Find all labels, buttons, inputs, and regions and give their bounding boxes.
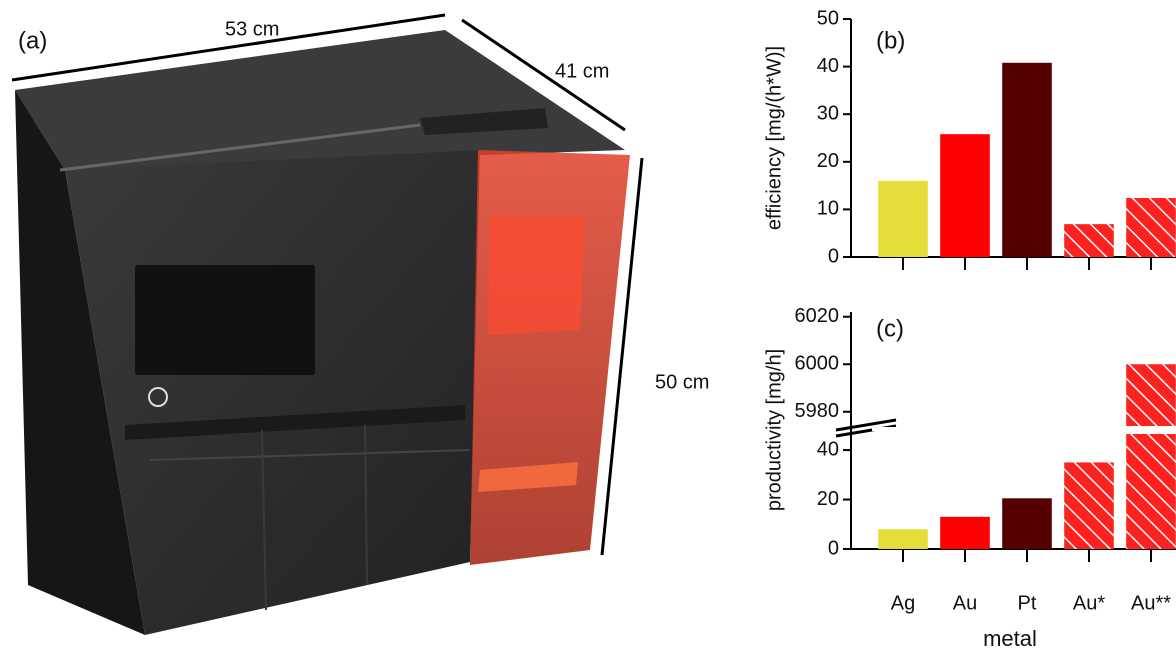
bar [1126,198,1176,257]
y-tick-label: 5980 [795,400,840,422]
y-tick-label: 40 [817,55,839,77]
break-gap [872,427,1176,431]
bar [1002,498,1052,549]
panel-label: (c) [876,315,904,342]
x-tick-label: Au** [1131,592,1171,614]
dimension-label: 41 cm [555,60,609,82]
page: (a) 53 cm 41 cm 50 cm 0 10 20 30 40 50 efficie… [0,0,1176,660]
screen [135,265,315,375]
y-tick-label: 50 [817,7,839,29]
x-axis-label: metal [983,626,1037,651]
bar [1064,462,1114,549]
bar [878,529,928,549]
y-tick-label: 10 [817,198,839,220]
bar [940,134,990,257]
dimension-label: 53 cm [225,18,279,40]
y-axis-label: productivity [mg/h] [763,349,785,511]
panel-label: (b) [876,27,905,54]
x-tick-label: Au [953,592,977,614]
y-tick-label: 0 [828,537,839,559]
panel-label: (a) [18,27,47,54]
bar [878,181,928,257]
y-axis-label: efficiency [mg/(h*W)] [763,46,785,230]
x-tick-label: Ag [891,592,915,614]
bar [1002,63,1052,257]
x-tick-label: Au* [1073,592,1105,614]
y-tick-label: 20 [817,488,839,510]
y-tick-label: 30 [817,102,839,124]
x-tick-label: Pt [1018,592,1037,614]
bar [940,517,990,549]
y-tick-label: 40 [817,438,839,460]
y-tick-label: 20 [817,150,839,172]
device-top [15,30,625,170]
y-tick-label: 6000 [795,353,840,375]
y-tick-label: 0 [828,245,839,267]
figure: (a) 53 cm 41 cm 50 cm 0 10 20 30 40 50 efficie… [0,0,1176,660]
dimension-label: 50 cm [655,371,709,393]
y-tick-label: 6020 [795,305,840,327]
axis-break [836,420,1176,436]
device-photo [12,15,642,635]
red-glow [488,215,585,335]
bar [1064,224,1114,257]
bar-lower [1126,434,1176,549]
bar-upper [1126,364,1176,426]
